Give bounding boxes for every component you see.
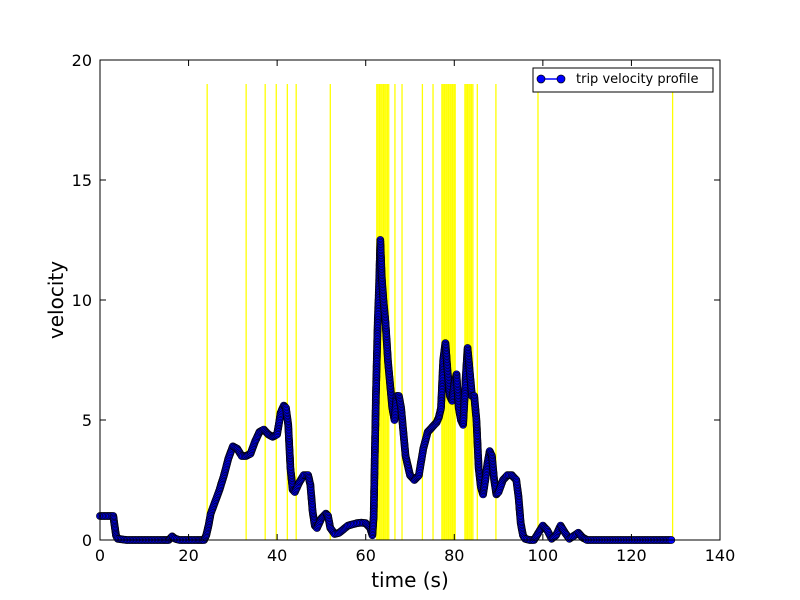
x-tick-label: 140 — [705, 546, 736, 565]
legend-entry-label: trip velocity profile — [576, 72, 698, 87]
y-tick-label: 5 — [82, 411, 92, 430]
legend-marker — [536, 74, 546, 84]
x-tick-label: 0 — [95, 546, 105, 565]
x-tick-label: 40 — [267, 546, 287, 565]
series-layer — [96, 236, 676, 544]
x-tick-label: 20 — [178, 546, 198, 565]
legend-marker — [556, 74, 566, 84]
x-tick-label: 80 — [444, 546, 464, 565]
x-axis-label: time (s) — [371, 568, 449, 592]
y-tick-label: 20 — [72, 51, 92, 70]
y-axis-label: velocity — [44, 261, 68, 339]
y-tick-label: 15 — [72, 171, 92, 190]
x-tick-label: 60 — [356, 546, 376, 565]
y-tick-label: 0 — [82, 531, 92, 550]
x-tick-label: 120 — [616, 546, 647, 565]
x-tick-label: 100 — [528, 546, 559, 565]
tick-layer: 0 20 40 60 80 100 120 140 0 5 10 15 20 — [72, 51, 736, 565]
legend: trip velocity profile — [532, 67, 714, 93]
y-tick-label: 10 — [72, 291, 92, 310]
